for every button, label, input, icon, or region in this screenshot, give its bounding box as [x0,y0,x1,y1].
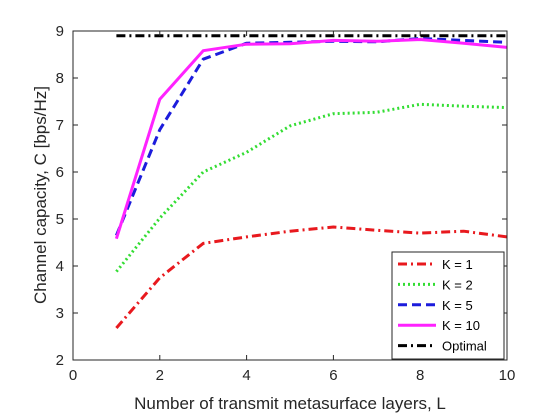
series-line-0 [115,225,508,329]
x-tick-label: 6 [329,367,337,384]
series-lines [114,34,508,329]
legend-label-0: K = 1 [442,257,473,272]
axes-box [72,30,508,361]
y-tick-label: 5 [56,211,64,228]
y-tick-label: 8 [56,70,64,87]
y-tick-label: 7 [56,117,64,134]
y-tick-label: 2 [56,352,64,369]
y-axis-label: Channel capacity, C [bps/Hz] [31,86,50,304]
legend-label-2: K = 5 [442,298,473,313]
legend-label-4: Optimal [442,339,487,354]
x-tick-label: 4 [242,367,250,384]
x-tick-label: 8 [416,367,424,384]
y-tick-label: 3 [56,305,64,322]
x-tick-label: 10 [499,367,516,384]
legend: K = 1 K = 2 K = 5 K = 10 Optimal [391,251,505,360]
legend-box [391,251,505,360]
y-tick-label: 9 [56,23,64,40]
y-tick-label: 4 [56,258,64,275]
x-tick-label: 0 [69,367,77,384]
series-line-1 [115,102,508,273]
legend-label-1: K = 2 [442,277,473,292]
x-axis-label: Number of transmit metasurface layers, L [134,394,446,413]
series-line-3 [114,38,508,240]
legend-label-3: K = 10 [442,318,480,333]
x-tick-label: 2 [156,367,164,384]
y-tick-label: 6 [56,164,64,181]
